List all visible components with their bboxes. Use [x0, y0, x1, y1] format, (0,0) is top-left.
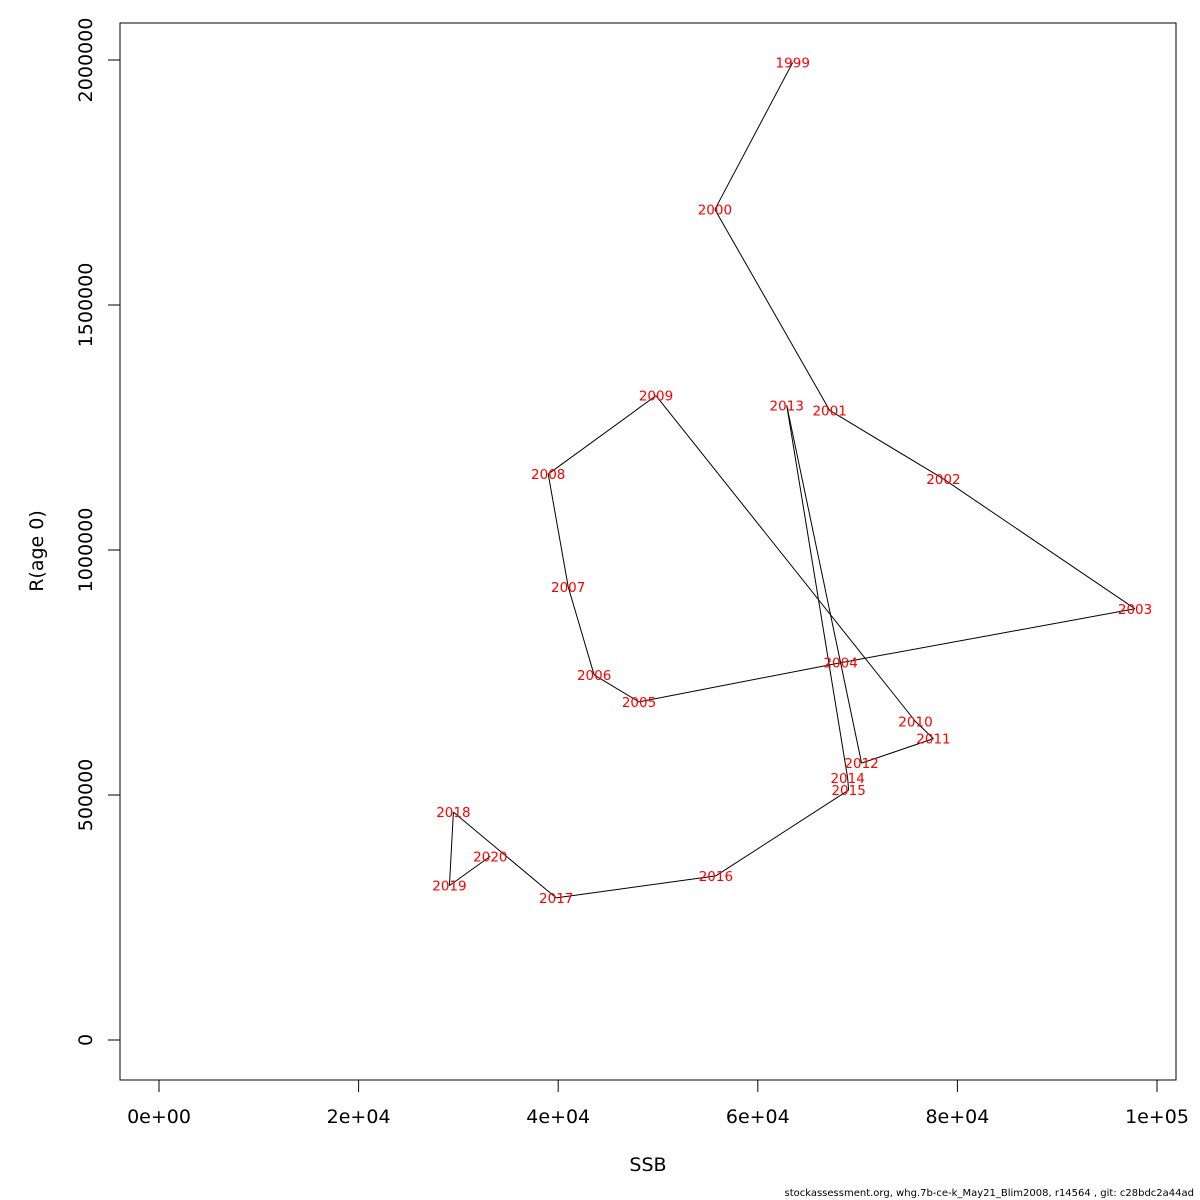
trajectory-segment: [715, 789, 849, 877]
y-tick-label: 0: [75, 1034, 97, 1046]
x-tick-label: 6e+04: [726, 1106, 790, 1128]
trajectory-segment: [786, 405, 849, 778]
trajectory-segment: [714, 209, 831, 411]
trajectory-segment: [638, 662, 841, 703]
trajectory-segment: [915, 721, 934, 740]
trajectory-segment: [547, 395, 657, 475]
trajectory-segment: [840, 608, 1136, 664]
point-label-2014: 2014: [830, 771, 864, 787]
trajectory-segment: [448, 812, 454, 886]
x-axis: 0e+00 2e+04 4e+04 6e+04 8e+04 1e+05: [127, 1079, 1189, 1128]
y-axis: 0 500000 1000000 1500000 2000000: [75, 18, 121, 1046]
trajectory-segment: [714, 62, 794, 210]
trajectory-segment: [861, 738, 934, 764]
x-tick-label: 8e+04: [925, 1106, 989, 1128]
point-label-2006: 2006: [577, 668, 611, 684]
point-label-2018: 2018: [436, 805, 470, 821]
trajectory-series: [448, 62, 1136, 899]
y-tick-label: 2000000: [75, 18, 97, 103]
x-tick-label: 1e+05: [1125, 1106, 1189, 1128]
x-tick-label: 0e+00: [127, 1106, 191, 1128]
trajectory-segment: [829, 409, 944, 480]
point-label-2005: 2005: [622, 695, 656, 711]
trajectory-segment: [655, 395, 916, 722]
point-label-2008: 2008: [531, 467, 565, 483]
trajectory-segment: [547, 473, 569, 587]
point-label-2017: 2017: [539, 891, 573, 907]
point-label-2012: 2012: [844, 756, 878, 772]
x-axis-title: SSB: [629, 1154, 666, 1176]
point-label-2016: 2016: [699, 869, 733, 885]
point-label-2015: 2015: [831, 783, 865, 799]
trajectory-segment: [943, 478, 1136, 610]
trajectory-segment: [567, 586, 595, 676]
y-tick-label: 1500000: [75, 263, 97, 348]
trajectory-segment: [786, 405, 863, 764]
trajectory-segment: [593, 674, 640, 703]
year-labels: 1999 2000 2001 2002 2003 2004 2005 2006 2007 2008…: [432, 55, 1152, 906]
y-tick-label: 500000: [75, 759, 97, 832]
point-label-2020: 2020: [473, 849, 507, 865]
trajectory-segment: [847, 777, 850, 791]
x-tick-label: 2e+04: [327, 1106, 391, 1128]
y-tick-label: 1000000: [75, 508, 97, 593]
point-label-2000: 2000: [698, 202, 732, 218]
point-label-2003: 2003: [1118, 602, 1152, 618]
trajectory-segment: [449, 855, 491, 887]
point-label-2010: 2010: [898, 715, 932, 731]
point-label-2011: 2011: [916, 732, 950, 748]
x-tick-label: 4e+04: [526, 1106, 590, 1128]
trajectory-segment: [453, 811, 557, 899]
trajectory-segment: [556, 875, 716, 899]
point-label-2002: 2002: [926, 472, 960, 488]
point-label-1999: 1999: [776, 55, 810, 71]
point-label-2009: 2009: [639, 389, 673, 405]
point-label-2013: 2013: [770, 398, 804, 414]
point-label-2004: 2004: [823, 656, 857, 672]
plot-frame: [119, 22, 1177, 1081]
y-axis-title: R(age 0): [26, 510, 48, 592]
point-label-2019: 2019: [432, 879, 466, 895]
point-label-2007: 2007: [551, 580, 585, 596]
point-label-2001: 2001: [812, 403, 846, 419]
footer-source-text: stockassessment.org, whg.7b-ce-k_May21_B…: [784, 1188, 1194, 1199]
